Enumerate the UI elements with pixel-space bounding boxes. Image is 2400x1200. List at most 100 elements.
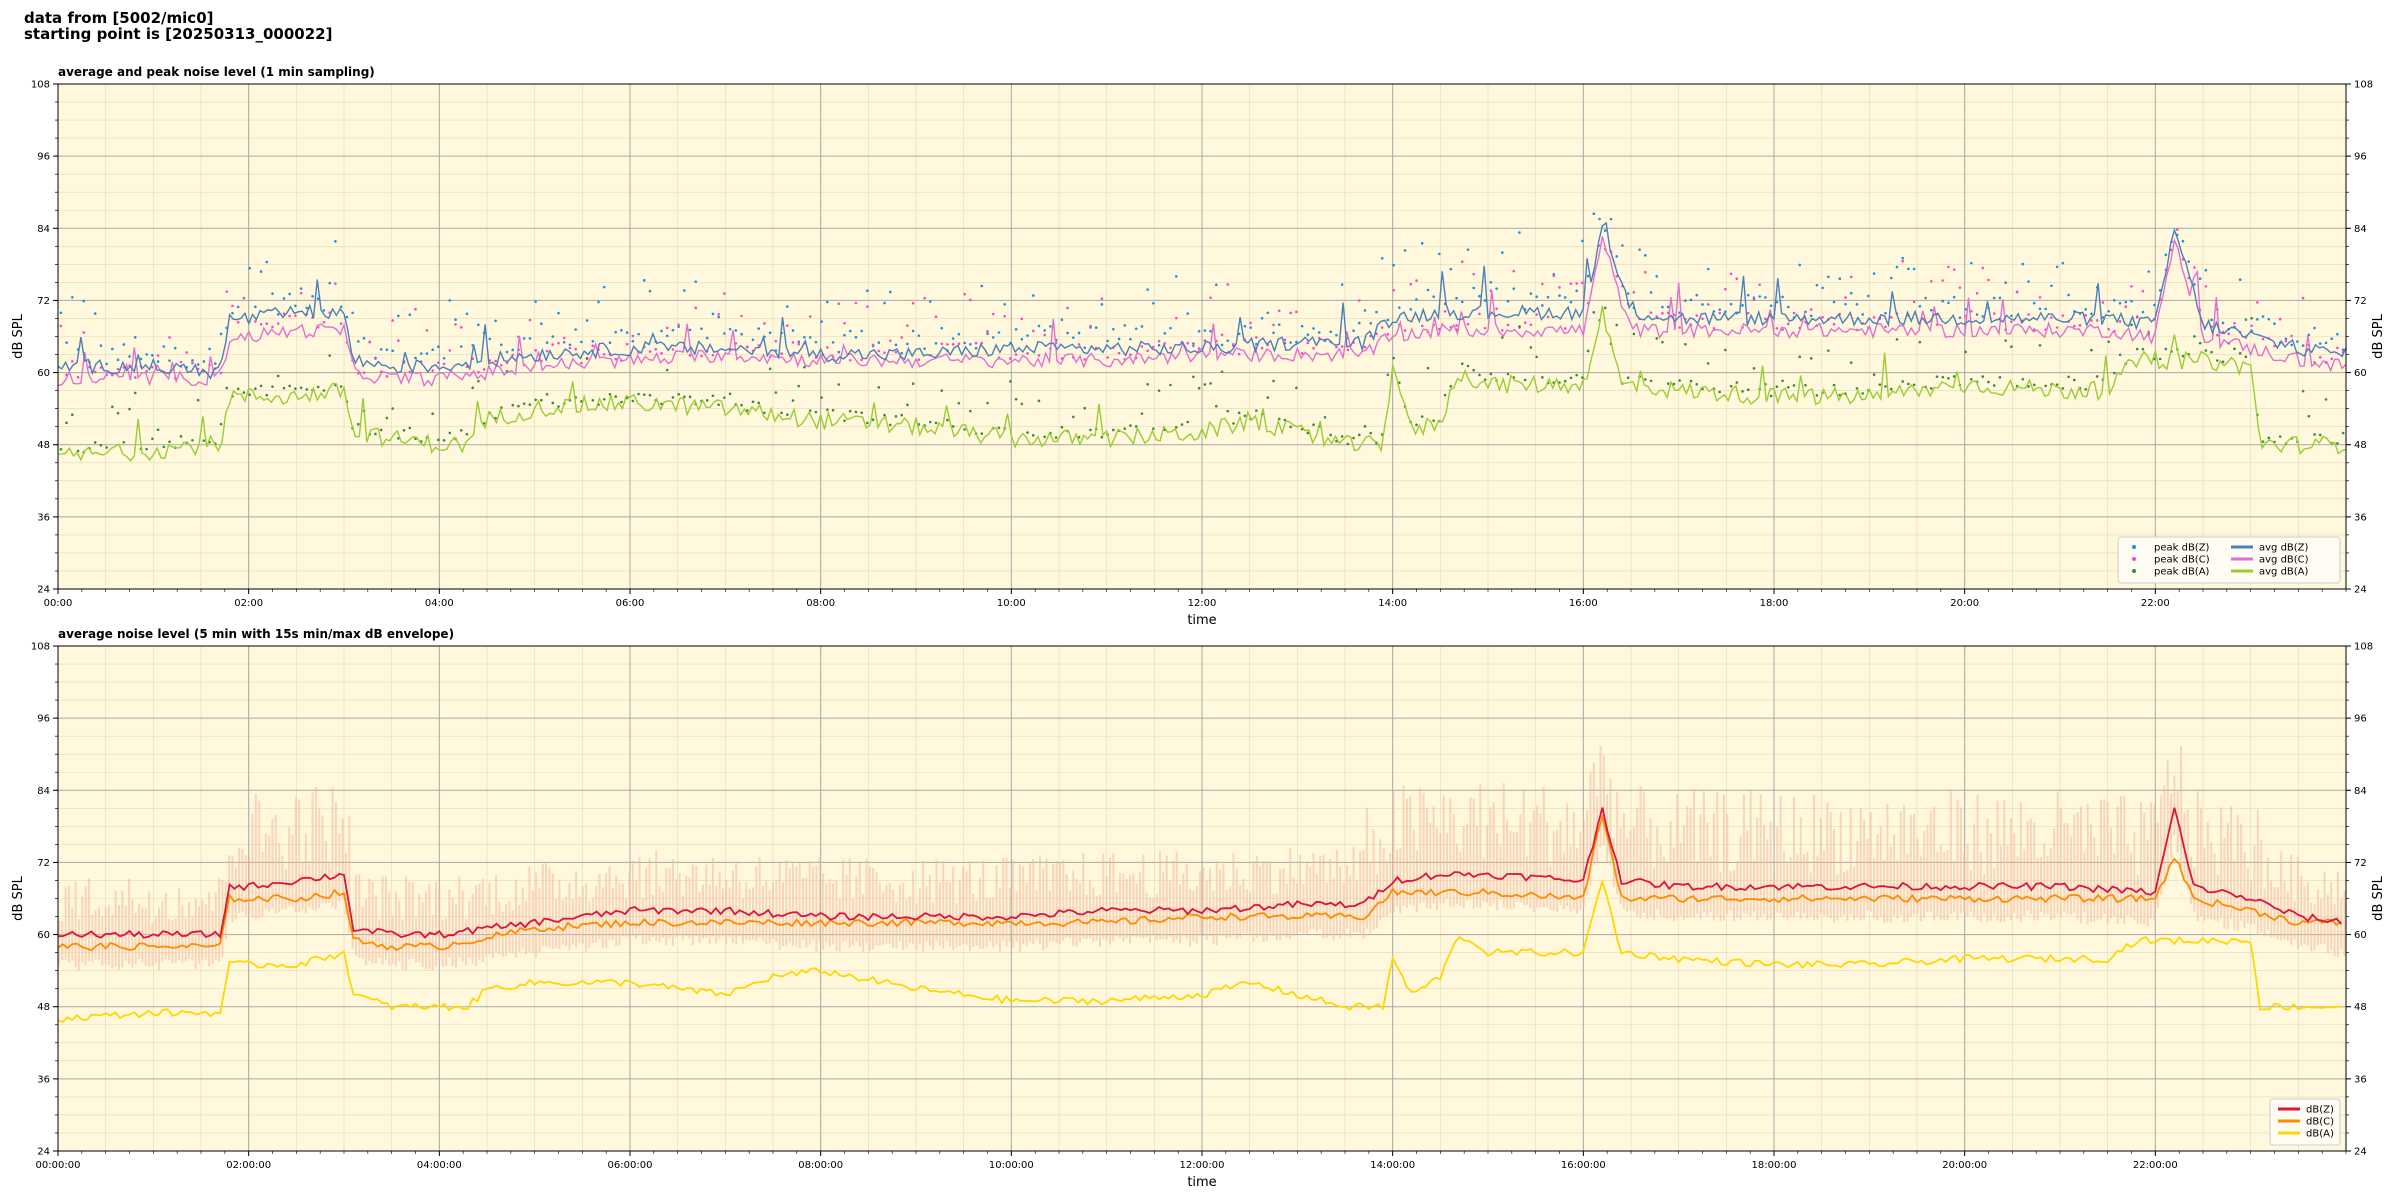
peak-a-point — [448, 431, 452, 435]
peak-z-point — [1832, 300, 1836, 304]
series-line-avgdbc — [57, 236, 2347, 388]
peak-a-point — [1277, 417, 1281, 421]
peak-z-point — [1306, 333, 1310, 336]
peak-z-point — [345, 315, 349, 319]
peak-a-point — [1077, 435, 1081, 439]
x-tick-label: 00:00:00 — [36, 1160, 81, 1171]
peak-c-point — [534, 349, 537, 352]
peak-a-point — [1752, 367, 1756, 370]
legend-label: peak dB(C) — [2154, 555, 2210, 566]
legend-box — [2117, 536, 2341, 584]
peak-c-point — [557, 341, 560, 345]
peak-a-point — [1827, 349, 1830, 352]
peak-c-point — [1563, 327, 1567, 330]
peak-c-point — [2301, 296, 2305, 300]
peak-z-point — [734, 329, 738, 332]
peak-a-point — [2324, 398, 2328, 401]
x-tick-label: 20:00 — [1950, 598, 1979, 609]
x-tick-label: 12:00 — [1188, 598, 1217, 609]
peak-a-point — [465, 432, 469, 436]
peak-a-point — [831, 408, 835, 412]
peak-z-point — [723, 332, 726, 335]
peak-c-point — [2204, 285, 2208, 288]
peak-c-point — [1083, 358, 1087, 361]
peak-c-point — [357, 371, 360, 375]
peak-a-point — [374, 432, 377, 436]
peak-z-point — [1426, 288, 1430, 292]
y-tick-label-left: 48 — [37, 1002, 50, 1013]
peak-z-point — [2198, 277, 2202, 281]
peak-c-point — [1546, 315, 1550, 319]
peak-a-point — [940, 389, 944, 392]
peak-z-point — [1884, 311, 1887, 315]
peak-c-point — [1529, 323, 1533, 327]
peak-c-point — [2147, 330, 2150, 334]
peak-c-point — [591, 344, 595, 348]
peak-z-point — [1386, 318, 1390, 322]
peak-z-point — [2113, 299, 2116, 302]
peak-a-point — [934, 421, 938, 425]
peak-z-point — [803, 335, 806, 339]
peak-a-point — [1392, 356, 1395, 360]
peak-c-point — [2216, 333, 2219, 337]
peak-z-point — [351, 311, 354, 315]
peak-z-point — [923, 347, 926, 350]
y-tick-label-right: 60 — [2354, 930, 2367, 941]
peak-c-point — [791, 341, 795, 344]
y-tick-label-right: 60 — [2354, 368, 2367, 379]
peak-z-point — [2244, 318, 2248, 321]
peak-a-point — [2090, 348, 2093, 352]
peak-a-point — [723, 396, 726, 399]
peak-a-point — [282, 386, 286, 390]
peak-c-point — [1174, 316, 1178, 320]
peak-a-point — [196, 398, 200, 402]
peak-a-point — [1197, 386, 1201, 390]
peak-c-point — [2284, 339, 2288, 343]
peak-a-point — [2267, 436, 2271, 440]
peak-a-point — [1695, 382, 1699, 386]
peak-a-point — [911, 382, 915, 386]
peak-a-point — [894, 415, 898, 418]
x-tick-label: 08:00 — [806, 598, 835, 609]
peak-c-point — [2278, 317, 2282, 321]
peak-c-point — [2290, 334, 2293, 338]
peak-a-point — [585, 356, 589, 360]
peak-z-point — [1998, 296, 2002, 300]
peak-z-point — [2107, 309, 2110, 313]
peak-a-point — [1992, 384, 1996, 387]
peak-c-point — [665, 326, 669, 330]
peak-z-point — [557, 311, 560, 315]
peak-a-point — [1684, 342, 1687, 346]
peak-a-point — [1655, 337, 1659, 340]
peak-z-point — [1260, 316, 1264, 320]
peak-z-point — [826, 300, 829, 304]
peak-z-point — [711, 312, 715, 316]
peak-c-point — [2135, 316, 2139, 319]
peak-a-point — [1031, 434, 1035, 437]
peak-c-point — [454, 323, 457, 326]
peak-c-point — [254, 320, 257, 323]
x-axis-label: time — [1187, 1175, 1216, 1190]
peak-a-point — [1798, 355, 1802, 359]
peak-z-point — [1014, 328, 1018, 331]
y-tick-label-right: 48 — [2354, 440, 2367, 451]
peak-c-point — [271, 325, 274, 329]
figure-title-line2: starting point is [20250313_000022] — [24, 25, 333, 43]
peak-z-point — [591, 339, 595, 343]
peak-z-point — [2050, 284, 2053, 288]
peak-c-point — [1192, 344, 1195, 348]
peak-a-point — [677, 392, 680, 396]
peak-c-point — [2233, 321, 2236, 325]
peak-c-point — [648, 350, 652, 353]
peak-z-point — [1546, 295, 1550, 299]
peak-c-point — [2032, 328, 2036, 331]
peak-a-point — [1140, 412, 1144, 415]
peak-z-point — [2038, 307, 2042, 311]
peak-a-point — [322, 389, 326, 392]
peak-a-point — [1569, 376, 1573, 380]
peak-c-point — [1655, 315, 1659, 319]
peak-a-point — [1072, 415, 1075, 419]
peak-c-point — [717, 312, 720, 316]
peak-z-point — [1981, 315, 1985, 318]
peak-a-point — [1237, 411, 1241, 415]
